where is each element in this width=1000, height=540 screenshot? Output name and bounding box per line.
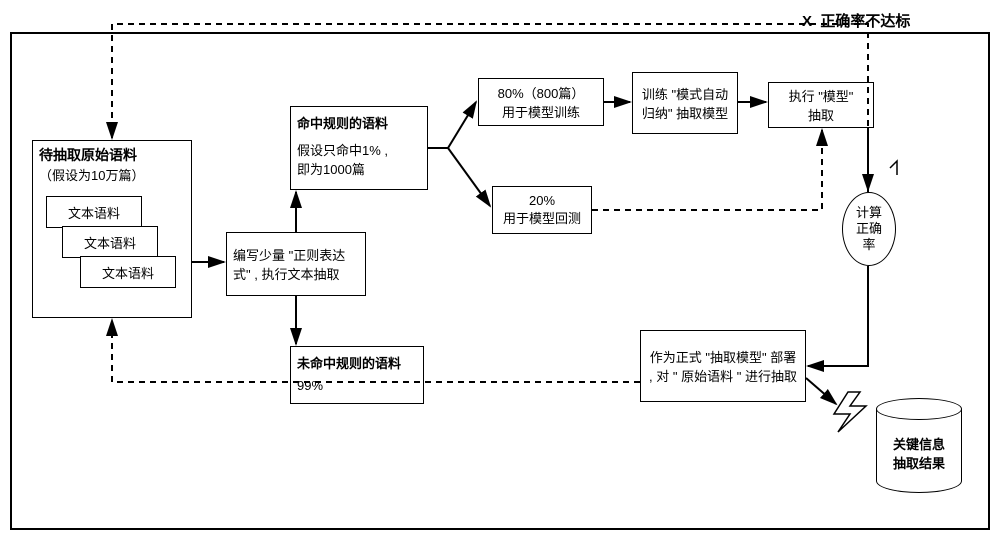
exec-text: 执行 "模型" 抽取 bbox=[775, 86, 867, 124]
corpus-card-2: 文本语料 bbox=[62, 226, 158, 258]
test20-box: 20% 用于模型回测 bbox=[492, 186, 592, 234]
source-title: 待抽取原始语料 bbox=[39, 145, 185, 165]
corpus-card-1-label: 文本语料 bbox=[68, 203, 120, 222]
exec-box: 执行 "模型" 抽取 bbox=[768, 82, 874, 128]
corpus-card-2-label: 文本语料 bbox=[84, 233, 136, 252]
regex-box: 编写少量 "正则表达式" , 执行文本抽取 bbox=[226, 232, 366, 296]
miss-box: 未命中规则的语料 99% bbox=[290, 346, 424, 404]
hit-sub: 假设只命中1% , 即为1000篇 bbox=[297, 140, 421, 178]
corpus-card-3: 文本语料 bbox=[80, 256, 176, 288]
trainmodel-text: 训练 "模式自动归纳" 抽取模型 bbox=[639, 84, 731, 122]
deploy-box: 作为正式 "抽取模型" 部署 , 对 " 原始语料 " 进行抽取 bbox=[640, 330, 806, 402]
corpus-card-1: 文本语料 bbox=[46, 196, 142, 228]
miss-sub: 99% bbox=[297, 378, 417, 393]
miss-title: 未命中规则的语料 bbox=[297, 353, 417, 372]
fail-text: 正确率不达标 bbox=[820, 13, 910, 30]
cylinder-label: 关键信息 抽取结果 bbox=[876, 434, 962, 472]
accuracy-node: 计算 正确 率 bbox=[842, 192, 896, 266]
regex-text: 编写少量 "正则表达式" , 执行文本抽取 bbox=[233, 245, 359, 283]
accuracy-text: 计算 正确 率 bbox=[856, 205, 882, 254]
train80-box: 80%（800篇） 用于模型训练 bbox=[478, 78, 604, 126]
hit-title: 命中规则的语料 bbox=[297, 113, 421, 132]
source-sub: （假设为10万篇） bbox=[39, 165, 185, 184]
test20-text: 20% 用于模型回测 bbox=[499, 193, 585, 227]
top-fail-label: X 正确率不达标 bbox=[802, 10, 910, 31]
result-cylinder: 关键信息 抽取结果 bbox=[876, 398, 962, 504]
diagram-canvas: X 正确率不达标 待抽取原始语料 （假设为10万篇） 文本语料 文本语料 文本语… bbox=[0, 0, 1000, 540]
hit-box: 命中规则的语料 假设只命中1% , 即为1000篇 bbox=[290, 106, 428, 190]
corpus-card-3-label: 文本语料 bbox=[102, 263, 154, 282]
x-mark: X bbox=[802, 13, 812, 30]
deploy-text: 作为正式 "抽取模型" 部署 , 对 " 原始语料 " 进行抽取 bbox=[647, 347, 799, 385]
train80-text: 80%（800篇） 用于模型训练 bbox=[485, 83, 597, 121]
trainmodel-box: 训练 "模式自动归纳" 抽取模型 bbox=[632, 72, 738, 134]
